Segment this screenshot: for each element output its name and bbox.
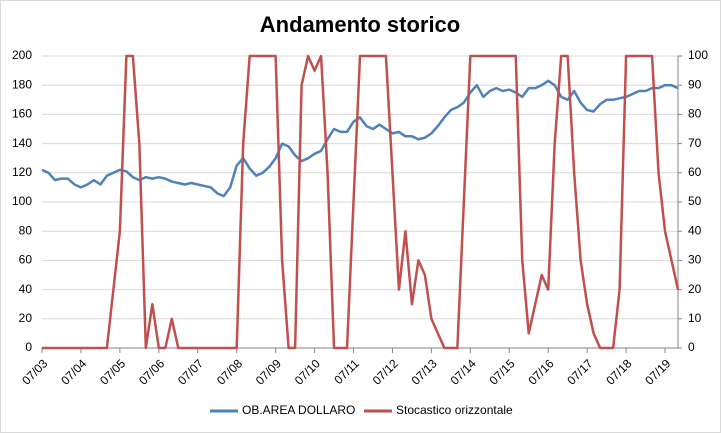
legend-label: Stocastico orizzontale [396,403,513,417]
y2-tick-label: 10 [688,311,702,325]
y2-tick-label: 40 [688,223,702,237]
y2-tick-label: 70 [688,136,702,150]
series-line [42,54,680,350]
y-tick-label: 40 [19,282,33,296]
y2-tick-label: 80 [688,107,702,121]
y-tick-label: 200 [12,48,32,62]
y-tick-label: 20 [19,311,33,325]
y-tick-label: 160 [12,107,32,121]
y2-tick-label: 100 [688,48,708,62]
y-tick-label: 0 [25,340,32,354]
y-tick-label: 80 [19,223,33,237]
y2-tick-label: 90 [688,77,702,91]
y2-tick-label: 30 [688,253,702,267]
y-tick-label: 140 [12,136,32,150]
y-tick-label: 120 [12,165,32,179]
y2-tick-label: 60 [688,165,702,179]
y-tick-label: 100 [12,194,32,208]
y2-tick-label: 20 [688,282,702,296]
y2-tick-label: 0 [688,340,695,354]
y2-tick-label: 50 [688,194,702,208]
legend-label: OB.AREA DOLLARO [242,403,355,417]
chart-title: Andamento storico [260,12,460,37]
series-line [41,79,679,198]
y-tick-label: 180 [12,77,32,91]
y-tick-label: 60 [19,253,33,267]
